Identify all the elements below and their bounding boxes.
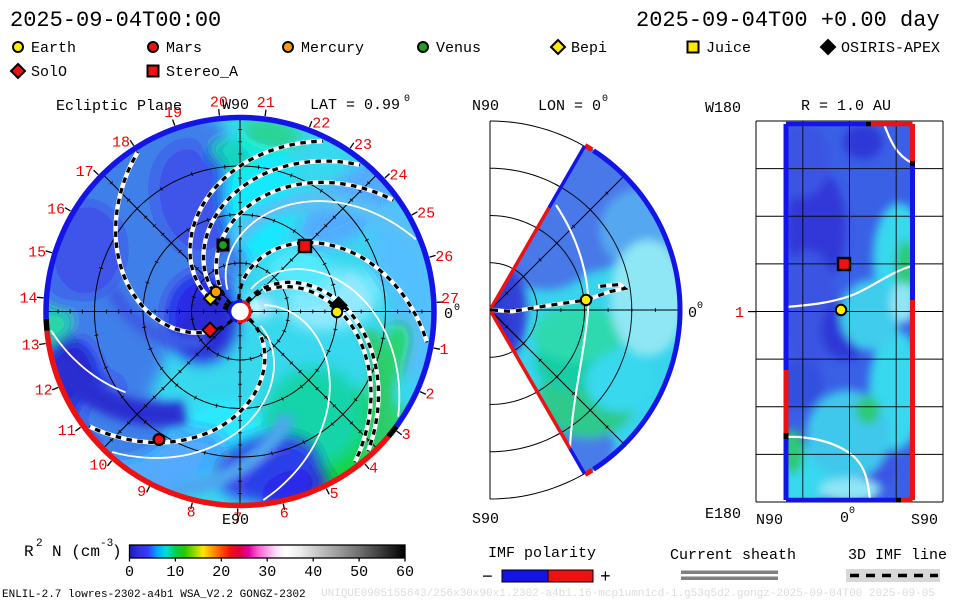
svg-text:0: 0 [125,564,134,581]
svg-text:UNIQUE0905155643/256x30x90x1.2: UNIQUE0905155643/256x30x90x1.2302-a4b1.1… [321,588,935,600]
svg-text:Juice: Juice [706,40,751,57]
svg-text:2: 2 [36,538,43,550]
svg-text:Venus: Venus [436,40,481,57]
svg-text:W180: W180 [705,100,741,117]
svg-text:3: 3 [402,427,411,444]
svg-text:10: 10 [166,564,184,581]
svg-text:W90: W90 [222,97,249,114]
svg-text:60: 60 [396,564,414,581]
svg-text:0: 0 [444,306,453,323]
svg-text:12: 12 [35,382,53,399]
svg-text:ENLIL-2.7 lowres-2302-a4b1 WSA: ENLIL-2.7 lowres-2302-a4b1 WSA_V2.2 GONG… [2,589,306,600]
svg-text:E90: E90 [222,512,249,529]
svg-text:-3: -3 [100,538,113,550]
svg-text:IMF polarity: IMF polarity [488,545,596,562]
svg-text:0: 0 [697,301,703,312]
svg-text:1: 1 [440,342,449,359]
svg-text:22: 22 [312,116,330,133]
svg-text:9: 9 [137,484,146,501]
svg-text:0: 0 [840,510,849,527]
svg-text:R: R [24,543,34,561]
svg-text:2025-09-04T00:00: 2025-09-04T00:00 [10,8,221,33]
svg-text:N (cm: N (cm [52,543,100,561]
svg-text:Mars: Mars [166,40,202,57]
svg-text:17: 17 [76,164,94,181]
svg-text:19: 19 [164,105,182,122]
svg-text:2: 2 [426,387,435,404]
svg-text:25: 25 [417,206,435,223]
svg-text:23: 23 [354,137,372,154]
svg-text:21: 21 [257,95,275,112]
svg-text:0: 0 [404,94,410,105]
svg-text:40: 40 [304,564,322,581]
svg-text:): ) [112,543,122,561]
svg-text:8: 8 [187,505,196,522]
svg-text:+: + [600,568,611,588]
svg-text:0: 0 [602,94,608,105]
svg-text:0: 0 [849,506,855,517]
svg-text:7: 7 [233,511,242,528]
svg-text:SolO: SolO [31,64,67,81]
svg-text:1: 1 [735,305,744,322]
svg-text:20: 20 [212,564,230,581]
svg-text:50: 50 [350,564,368,581]
svg-text:E180: E180 [705,506,741,523]
svg-text:OSIRIS-APEX: OSIRIS-APEX [841,40,940,57]
svg-text:S90: S90 [472,511,499,528]
svg-text:R = 1.0 AU: R = 1.0 AU [801,98,891,115]
svg-text:4: 4 [369,461,378,478]
svg-text:N90: N90 [472,98,499,115]
svg-text:Earth: Earth [31,40,76,57]
svg-text:S90: S90 [911,512,938,529]
svg-text:5: 5 [330,486,339,503]
svg-text:20: 20 [210,95,228,112]
svg-text:3D IMF line: 3D IMF line [848,547,947,564]
svg-text:LON = 0: LON = 0 [538,98,601,115]
svg-text:26: 26 [435,249,453,266]
svg-text:0: 0 [688,305,697,322]
svg-text:−: − [482,568,493,588]
svg-text:N90: N90 [756,512,783,529]
svg-text:27: 27 [441,291,459,308]
svg-text:Stereo_A: Stereo_A [166,64,238,81]
svg-text:16: 16 [47,202,65,219]
svg-text:Mercury: Mercury [301,40,364,57]
svg-text:2025-09-04T00 +0.00 day: 2025-09-04T00 +0.00 day [636,8,940,33]
svg-text:11: 11 [58,423,76,440]
svg-text:14: 14 [19,290,37,307]
svg-text:10: 10 [89,458,107,475]
svg-text:24: 24 [390,168,408,185]
svg-text:15: 15 [28,244,46,261]
svg-text:Current sheath: Current sheath [670,547,796,564]
svg-text:6: 6 [280,506,289,523]
svg-text:18: 18 [112,135,130,152]
svg-text:Bepi: Bepi [571,40,607,57]
svg-text:30: 30 [258,564,276,581]
svg-text:LAT = 0.99: LAT = 0.99 [310,97,400,114]
svg-text:0: 0 [454,303,460,314]
svg-text:Ecliptic Plane: Ecliptic Plane [56,98,182,115]
svg-text:13: 13 [22,337,40,354]
